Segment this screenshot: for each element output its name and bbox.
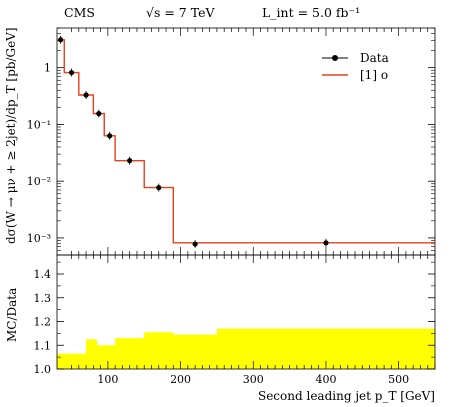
energy-label: √s = 7 TeV [146, 5, 215, 20]
ratio-xtick-label: 400 [315, 373, 336, 386]
data-points [58, 35, 329, 249]
legend-mc-label: [1] o [360, 68, 388, 82]
main-ticks: 1 10⁻¹ 10⁻² 10⁻³ [27, 27, 436, 256]
ratio-y-axis-label: MC/Data [5, 288, 19, 342]
data-point [58, 37, 64, 43]
header: CMS √s = 7 TeV L_int = 5.0 fb⁻¹ [64, 5, 360, 20]
legend: Data [1] o [322, 51, 389, 82]
legend-data-label: Data [360, 51, 389, 65]
main-ytick-label: 10⁻² [27, 175, 51, 188]
data-point [323, 240, 329, 246]
legend-data-marker [332, 55, 338, 61]
lumi-label: L_int = 5.0 fb⁻¹ [262, 5, 360, 20]
ratio-ytick-label: 1.2 [34, 316, 52, 329]
ratio-ticks: 1.0 1.1 1.2 1.3 1.4 100 200 300 400 500 [34, 255, 436, 386]
data-point [107, 133, 113, 139]
main-y-axis-label: dσ(W → μν + ≥ 2jet)/dp_T [pb/GeV] [4, 27, 18, 244]
data-point [68, 69, 75, 76]
ratio-band-fill [57, 328, 435, 369]
data-point [83, 92, 89, 98]
ratio-xtick-label: 100 [97, 373, 118, 386]
data-point [156, 185, 162, 191]
x-axis-label: Second leading jet p_T [GeV] [258, 389, 435, 403]
ratio-ytick-label: 1.3 [34, 292, 52, 305]
ratio-ytick-label: 1.0 [34, 363, 52, 376]
data-point [192, 241, 198, 247]
data-point [96, 111, 102, 117]
main-ytick-label: 10⁻¹ [27, 118, 51, 131]
main-ytick-label: 10⁻³ [27, 232, 51, 245]
ratio-xtick-label: 500 [388, 373, 409, 386]
ratio-ytick-label: 1.1 [34, 339, 52, 352]
data-point [127, 158, 133, 164]
main-ytick-label: 1 [44, 62, 51, 75]
ratio-xtick-label: 300 [243, 373, 264, 386]
ratio-xtick-label: 200 [170, 373, 191, 386]
experiment-label: CMS [64, 5, 95, 20]
ratio-ytick-label: 1.4 [34, 268, 52, 281]
main-panel: 1 10⁻¹ 10⁻² 10⁻³ Data [1] o dσ(W → μν + ≥ 2… [4, 27, 436, 256]
ratio-panel: 1.0 1.1 1.2 1.3 1.4 100 200 300 400 500 MC/Data S… [5, 254, 436, 403]
ratio-band [57, 328, 435, 369]
